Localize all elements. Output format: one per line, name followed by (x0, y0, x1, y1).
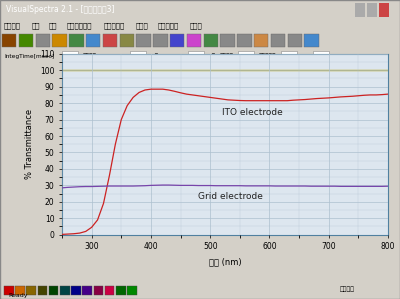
Text: Boxcar: Boxcar (162, 54, 182, 59)
Text: Ready: Ready (8, 293, 28, 298)
Text: IntegTime[msec]: IntegTime[msec] (4, 54, 54, 59)
FancyBboxPatch shape (281, 51, 297, 61)
Bar (15, 286, 25, 295)
Bar (38, 286, 47, 295)
FancyBboxPatch shape (367, 3, 377, 16)
X-axis label: 波長 (nm): 波長 (nm) (209, 257, 241, 266)
Bar (220, 33, 235, 47)
Text: ITO electrode: ITO electrode (222, 108, 283, 117)
Text: IO: IO (302, 54, 308, 59)
Bar (204, 33, 218, 47)
FancyBboxPatch shape (62, 51, 78, 61)
FancyBboxPatch shape (379, 3, 389, 16)
Bar (153, 33, 168, 47)
Text: ウィンドウ: ウィンドウ (158, 22, 179, 29)
FancyBboxPatch shape (313, 51, 329, 61)
Bar (26, 286, 36, 295)
Text: 編集: 編集 (31, 22, 40, 29)
Text: 1回: 1回 (151, 53, 158, 59)
FancyBboxPatch shape (238, 51, 254, 61)
Bar (288, 33, 302, 47)
Text: スペクトル: スペクトル (103, 22, 124, 29)
FancyBboxPatch shape (355, 3, 365, 16)
Bar (127, 286, 137, 295)
Bar (105, 286, 114, 295)
Bar (2, 33, 16, 47)
Text: Normal: Normal (334, 54, 355, 59)
FancyBboxPatch shape (188, 51, 204, 61)
Text: 表示: 表示 (49, 22, 57, 29)
Bar (237, 33, 252, 47)
Bar (103, 33, 117, 47)
Bar (187, 33, 201, 47)
Y-axis label: % Transmittance: % Transmittance (25, 109, 34, 179)
FancyBboxPatch shape (130, 51, 146, 61)
Text: VisualSpectra 2.1 - [スペクトル3]: VisualSpectra 2.1 - [スペクトル3] (6, 5, 114, 14)
Bar (304, 33, 319, 47)
Text: タイム: タイム (135, 22, 148, 29)
Bar (254, 33, 268, 47)
Text: オーバーレイ: オーバーレイ (66, 22, 92, 29)
Bar (271, 33, 285, 47)
Bar (120, 33, 134, 47)
Text: ダーク補正: ダーク補正 (259, 53, 277, 59)
Text: ヘルプ: ヘルプ (190, 22, 202, 29)
Bar (170, 33, 184, 47)
Text: スタート: スタート (220, 53, 234, 59)
Bar (82, 286, 92, 295)
Bar (60, 286, 70, 295)
Bar (71, 286, 81, 295)
Bar (86, 33, 100, 47)
Bar (49, 286, 58, 295)
Text: Average: Average (101, 54, 126, 59)
Text: 取り込み: 取り込み (83, 53, 97, 59)
Bar (94, 286, 103, 295)
Text: Grid electrode: Grid electrode (198, 192, 263, 201)
Bar (36, 33, 50, 47)
Text: カーソル: カーソル (340, 286, 355, 292)
Bar (4, 286, 14, 295)
Bar (136, 33, 151, 47)
Bar (52, 33, 67, 47)
Text: ファイル: ファイル (4, 22, 21, 29)
Bar (19, 33, 33, 47)
Text: 1回: 1回 (209, 53, 216, 59)
Bar (116, 286, 126, 295)
Bar (69, 33, 84, 47)
